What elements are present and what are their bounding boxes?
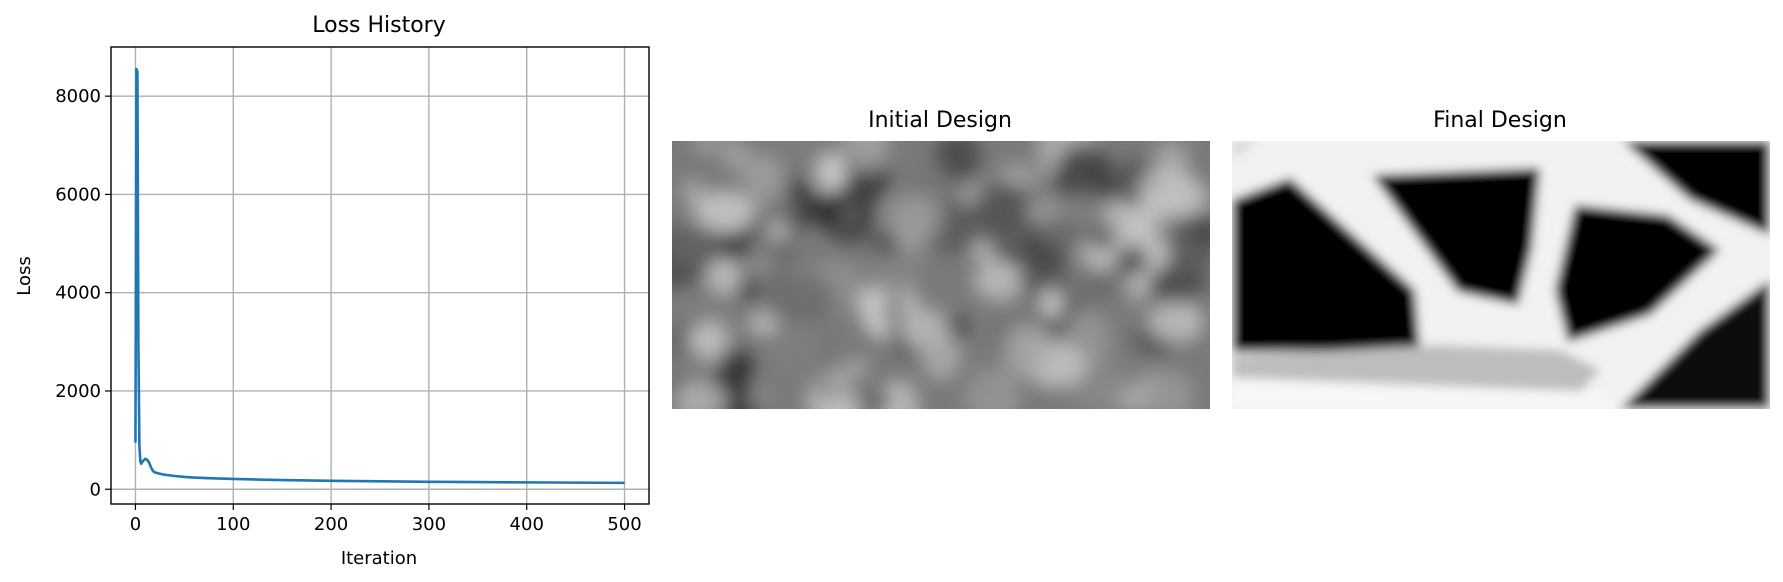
density-blob [813, 196, 843, 229]
density-blob [1025, 198, 1056, 226]
density-blob [770, 273, 834, 322]
density-blob [672, 223, 721, 265]
density-blob [974, 260, 1025, 302]
density-blob [1150, 302, 1204, 343]
density-blob [694, 190, 755, 233]
density-blob [1166, 228, 1209, 273]
density-blob [935, 141, 981, 181]
density-blob [720, 141, 751, 172]
loss-chart-title: Loss History [312, 13, 446, 38]
density-blob [1053, 144, 1114, 212]
density-blob [1150, 369, 1195, 409]
loss-line [134, 67, 625, 485]
density-blob [1117, 388, 1147, 409]
grid [111, 47, 649, 504]
density-blob [1003, 324, 1047, 379]
density-blob [776, 141, 816, 162]
density-blob [898, 308, 951, 350]
density-blob [1085, 219, 1118, 253]
x-tick-label: 200 [314, 514, 348, 535]
x-axis-label: Iteration [341, 548, 417, 569]
density-blob [811, 370, 842, 405]
density-blob [688, 327, 716, 354]
x-tick-label: 400 [510, 514, 544, 535]
x-tick-label: 300 [412, 514, 446, 535]
density-blob [736, 277, 761, 302]
density-blob [746, 383, 773, 409]
density-blob [765, 220, 791, 242]
y-axis-label: Loss [14, 256, 35, 295]
x-tick-label: 100 [216, 514, 250, 535]
x-tick-label: 0 [130, 514, 141, 535]
density-blob [744, 152, 789, 207]
density-blob [972, 182, 1035, 240]
x-tick-label: 500 [607, 514, 641, 535]
density-blob [836, 241, 859, 258]
density-blob [731, 323, 759, 347]
y-tick-label: 0 [90, 479, 101, 500]
density-blob [761, 194, 795, 220]
density-blob [835, 290, 857, 315]
initial-design-title: Initial Design [868, 108, 1012, 133]
density-blob [856, 288, 880, 307]
density-blob [933, 201, 976, 253]
density-blob [707, 257, 740, 297]
y-tick-label: 2000 [55, 381, 101, 402]
density-blob [815, 151, 849, 193]
loss-series [134, 67, 625, 485]
density-blob [884, 193, 945, 244]
density-blob [1139, 166, 1198, 216]
initial-design-image [672, 141, 1210, 409]
density-blob [681, 178, 705, 207]
plot-frame [110, 46, 650, 505]
density-blob [1037, 288, 1065, 319]
loss-history-chart: Loss History 0 100 200 300 400 500 0 2000 4000 60… [14, 13, 650, 569]
density-blob [1060, 191, 1107, 228]
y-tick-label: 4000 [55, 283, 101, 304]
density-blob [939, 272, 963, 298]
density-blob [1114, 244, 1150, 277]
y-tick-label: 8000 [55, 86, 101, 107]
final-design-title: Final Design [1433, 108, 1567, 133]
density-blob [881, 293, 909, 327]
density-blob [971, 375, 998, 405]
density-blob [905, 165, 951, 203]
density-blob [844, 366, 882, 406]
final-design-panel: Final Design [1232, 108, 1770, 409]
density-blob [842, 141, 889, 173]
axis-ticks: 0 100 200 300 400 500 0 2000 4000 6000 8000 [55, 86, 642, 535]
y-tick-label: 6000 [55, 184, 101, 205]
density-blob [1081, 272, 1114, 301]
density-blob [691, 141, 722, 154]
density-blob [768, 318, 818, 374]
density-blob [675, 379, 727, 409]
initial-design-panel: Initial Design [672, 108, 1210, 409]
final-design-image [1232, 141, 1770, 409]
